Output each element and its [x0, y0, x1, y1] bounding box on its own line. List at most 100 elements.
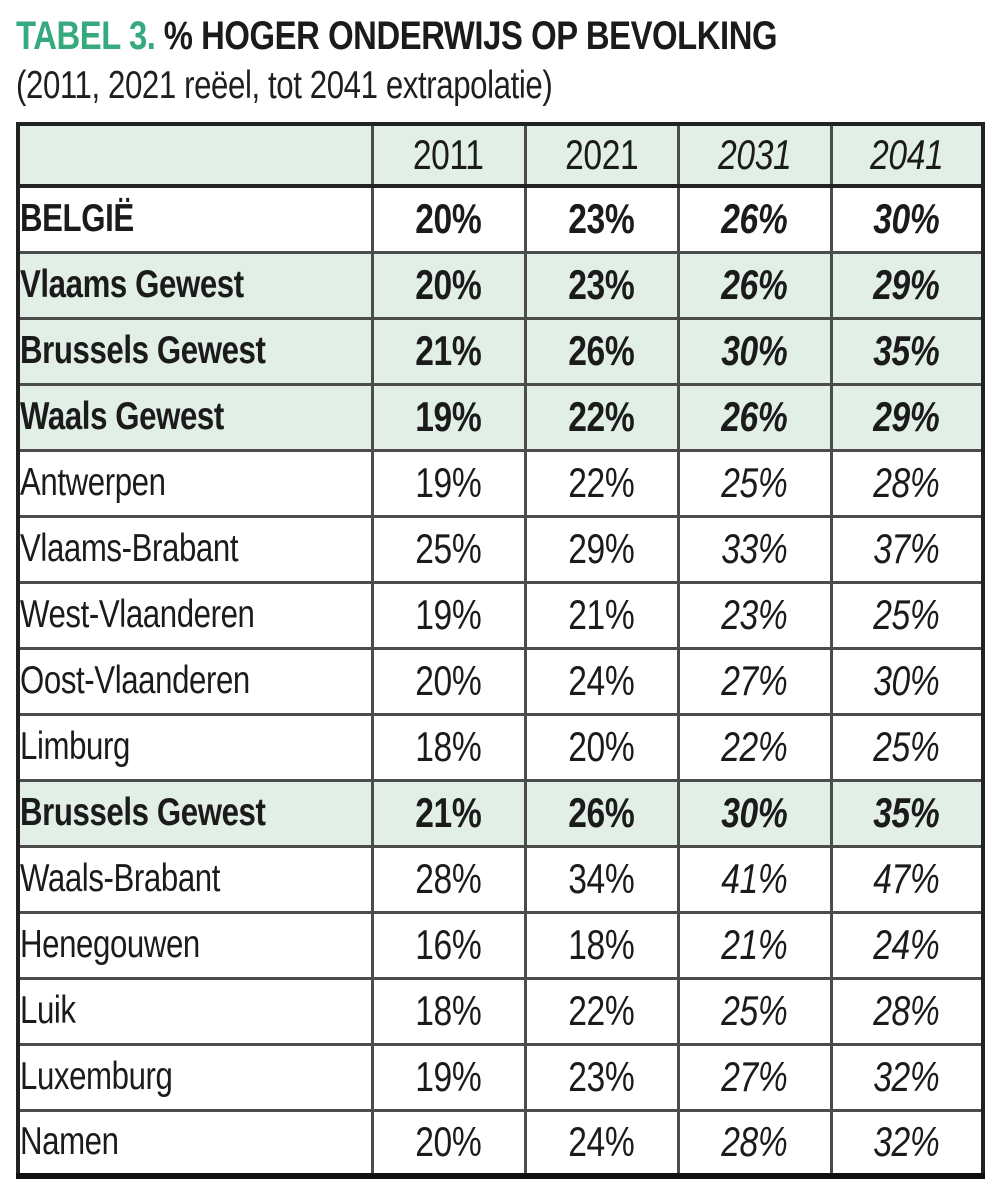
value-cell: 22% [523, 382, 680, 452]
value-cell: 25% [370, 514, 527, 584]
value-cell: 32% [829, 1042, 985, 1112]
value-cell: 19% [370, 1042, 527, 1112]
value-cell: 33% [676, 514, 833, 584]
value-cell: 21% [370, 316, 527, 386]
table-row-brussels-gewest-2: Brussels Gewest 21% 26% 30% 35% [16, 778, 985, 848]
value-cell: 22% [523, 448, 680, 518]
row-label-cell: Limburg [16, 712, 374, 782]
table-row-henegouwen: Henegouwen 16% 18% 21% 24% [16, 910, 985, 980]
value-cell: 26% [523, 778, 680, 848]
value-cell: 23% [523, 250, 680, 320]
value-cell: 26% [676, 250, 833, 320]
table-row-antwerpen: Antwerpen 19% 22% 25% 28% [16, 448, 985, 518]
value-cell: 20% [370, 646, 527, 716]
value-cell: 27% [676, 1042, 833, 1112]
table-row-vlaams-brabant: Vlaams-Brabant 25% 29% 33% 37% [16, 514, 985, 584]
value-cell: 35% [829, 316, 985, 386]
table-row-luik: Luik 18% 22% 25% 28% [16, 976, 985, 1046]
value-cell: 21% [523, 580, 680, 650]
value-cell: 19% [370, 382, 527, 452]
table-row-limburg: Limburg 18% 20% 22% 25% [16, 712, 985, 782]
value-cell: 25% [676, 976, 833, 1046]
table-title: TABEL 3.% HOGER ONDERWIJS OP BEVOLKING [16, 14, 778, 59]
table-row-vlaams-gewest: Vlaams Gewest 20% 23% 26% 29% [16, 250, 985, 320]
header-row: 2011 2021 2031 2041 [16, 122, 985, 188]
value-cell: 29% [523, 514, 680, 584]
row-label-cell: Luxemburg [16, 1042, 374, 1112]
value-cell: 30% [829, 646, 985, 716]
value-cell: 21% [676, 910, 833, 980]
value-cell: 30% [676, 316, 833, 386]
row-label-cell: Vlaams-Brabant [16, 514, 374, 584]
value-cell: 26% [676, 184, 833, 254]
header-empty-cell [16, 122, 374, 188]
header-2011: 2011 [370, 122, 527, 188]
value-cell: 21% [370, 778, 527, 848]
value-cell: 24% [523, 1108, 680, 1178]
value-cell: 22% [676, 712, 833, 782]
value-cell: 26% [676, 382, 833, 452]
value-cell: 28% [829, 976, 985, 1046]
row-label-cell: Luik [16, 976, 374, 1046]
value-cell: 23% [523, 1042, 680, 1112]
value-cell: 30% [676, 778, 833, 848]
table-row-west-vlaanderen: West-Vlaanderen 19% 21% 23% 25% [16, 580, 985, 650]
row-label-cell: Brussels Gewest [16, 316, 374, 386]
data-table: 2011 2021 2031 2041 BELGIË 20% 23% 26% 3… [16, 122, 985, 1179]
value-cell: 20% [370, 250, 527, 320]
value-cell: 37% [829, 514, 985, 584]
value-cell: 35% [829, 778, 985, 848]
title-text: % HOGER ONDERWIJS OP BEVOLKING [163, 14, 778, 58]
row-label-cell: BELGIË [16, 184, 374, 254]
value-cell: 25% [829, 580, 985, 650]
value-cell: 25% [676, 448, 833, 518]
value-cell: 24% [829, 910, 985, 980]
row-label-cell: West-Vlaanderen [16, 580, 374, 650]
table-number: TABEL 3. [16, 14, 156, 58]
row-label-cell: Waals Gewest [16, 382, 374, 452]
table-row-namen: Namen 20% 24% 28% 32% [16, 1108, 985, 1178]
value-cell: 18% [370, 976, 527, 1046]
table-row-waals-brabant: Waals-Brabant 28% 34% 41% 47% [16, 844, 985, 914]
value-cell: 19% [370, 448, 527, 518]
row-label-cell: Henegouwen [16, 910, 374, 980]
table-row-luxemburg: Luxemburg 19% 23% 27% 32% [16, 1042, 985, 1112]
value-cell: 16% [370, 910, 527, 980]
value-cell: 19% [370, 580, 527, 650]
header-2021: 2021 [523, 122, 680, 188]
row-label-cell: Namen [16, 1108, 374, 1178]
value-cell: 18% [370, 712, 527, 782]
table-row-brussels-gewest: Brussels Gewest 21% 26% 30% 35% [16, 316, 985, 386]
value-cell: 34% [523, 844, 680, 914]
value-cell: 28% [676, 1108, 833, 1178]
value-cell: 18% [523, 910, 680, 980]
value-cell: 27% [676, 646, 833, 716]
value-cell: 47% [829, 844, 985, 914]
value-cell: 23% [676, 580, 833, 650]
row-label-cell: Brussels Gewest [16, 778, 374, 848]
value-cell: 41% [676, 844, 833, 914]
value-cell: 30% [829, 184, 985, 254]
row-label-cell: Antwerpen [16, 448, 374, 518]
value-cell: 22% [523, 976, 680, 1046]
value-cell: 28% [829, 448, 985, 518]
value-cell: 25% [829, 712, 985, 782]
row-label-cell: Oost-Vlaanderen [16, 646, 374, 716]
value-cell: 23% [523, 184, 680, 254]
value-cell: 29% [829, 250, 985, 320]
value-cell: 20% [523, 712, 680, 782]
value-cell: 29% [829, 382, 985, 452]
value-cell: 28% [370, 844, 527, 914]
row-label-cell: Vlaams Gewest [16, 250, 374, 320]
table-row-oost-vlaanderen: Oost-Vlaanderen 20% 24% 27% 30% [16, 646, 985, 716]
value-cell: 20% [370, 1108, 527, 1178]
table-subtitle: (2011, 2021 reëel, tot 2041 extrapolatie… [16, 64, 553, 107]
value-cell: 24% [523, 646, 680, 716]
header-2031: 2031 [676, 122, 833, 188]
row-label-cell: Waals-Brabant [16, 844, 374, 914]
value-cell: 20% [370, 184, 527, 254]
value-cell: 26% [523, 316, 680, 386]
value-cell: 32% [829, 1108, 985, 1178]
header-2041: 2041 [829, 122, 985, 188]
